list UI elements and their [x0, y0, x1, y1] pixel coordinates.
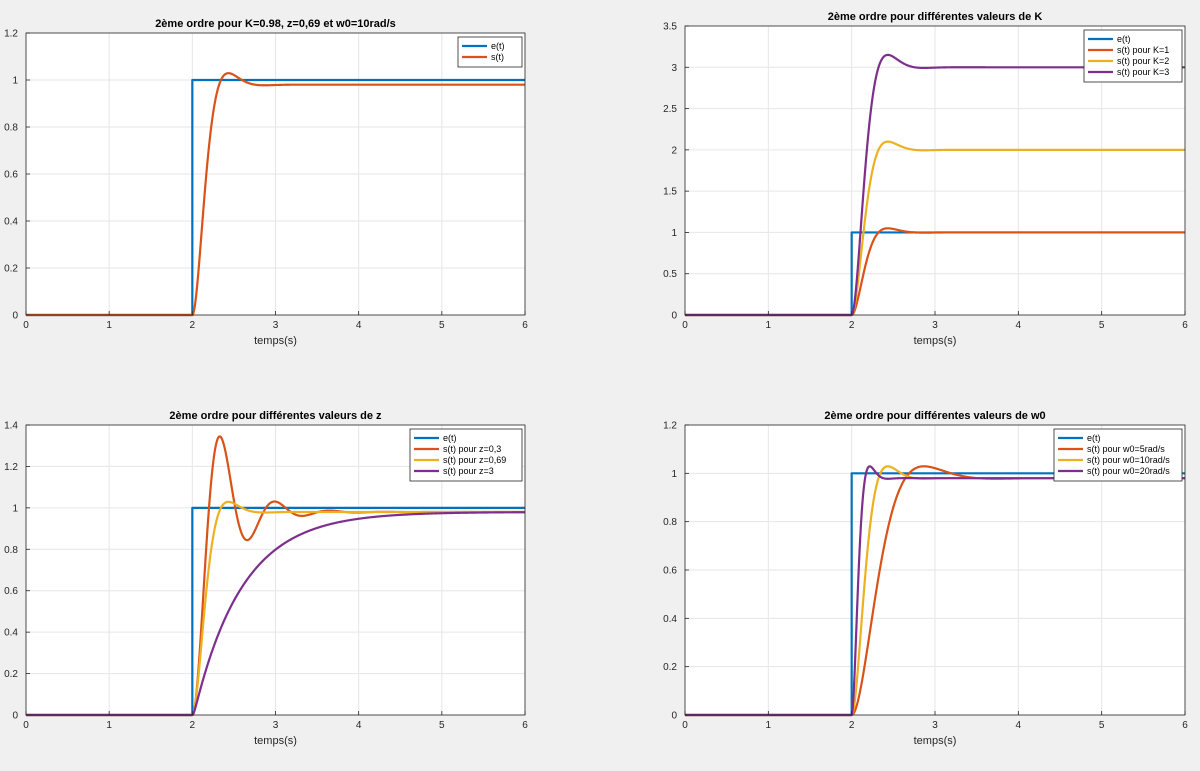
chart-panel-4: 0 1 2 3 4 5 6 0 0.2 0.4 0.6 0.8 1 1.2 2ème ordre pour … — [663, 410, 1188, 747]
chart-title: 2ème ordre pour différentes valeurs de K — [828, 11, 1043, 23]
legend-label: s(t) pour z=3 — [443, 466, 494, 476]
x-tick-label: 5 — [439, 320, 445, 331]
y-tick-label: 0.8 — [663, 517, 677, 528]
y-tick-label: 3.5 — [663, 22, 677, 33]
x-tick-label: 5 — [1099, 720, 1105, 731]
x-axis-label: temps(s) — [254, 335, 297, 347]
legend-label: e(t) — [1087, 433, 1101, 443]
x-tick-label: 2 — [849, 720, 855, 731]
x-tick-label: 4 — [356, 320, 362, 331]
x-tick-label: 1 — [766, 320, 772, 331]
y-tick-label: 0.6 — [663, 566, 677, 577]
legend-label: e(t) — [443, 433, 457, 443]
legend-box — [457, 36, 523, 68]
legend-label: s(t) pour K=1 — [1117, 45, 1169, 55]
y-tick-label: 0.4 — [4, 217, 18, 228]
legend-label: e(t) — [1117, 34, 1131, 44]
x-axis-label: temps(s) — [254, 735, 297, 747]
chart-title: 2ème ordre pour différentes valeurs de z — [169, 410, 382, 422]
x-tick-label: 3 — [932, 720, 938, 731]
legend-label: e(t) — [491, 41, 505, 51]
x-tick-label: 0 — [23, 320, 29, 331]
legend-label: s(t) — [491, 52, 504, 62]
x-axis-label: temps(s) — [914, 735, 957, 747]
legend-label: s(t) pour z=0,69 — [443, 455, 506, 465]
y-tick-label: 0 — [671, 311, 677, 322]
y-tick-label: 0.5 — [663, 269, 677, 280]
x-tick-label: 5 — [1099, 320, 1105, 331]
legend-label: s(t) pour w0=10rad/s — [1087, 455, 1170, 465]
chart-panel-2: 0 1 2 3 4 5 6 0 0.5 1 1.5 2 2.5 3 3.5 2ème ordre pour d… — [663, 11, 1188, 347]
legend-label: s(t) pour w0=5rad/s — [1087, 444, 1165, 454]
x-axis-label: temps(s) — [914, 335, 957, 347]
legend: e(t)s(t) — [457, 36, 523, 68]
chart-title: 2ème ordre pour K=0.98, z=0,69 et w0=10r… — [155, 18, 396, 30]
chart-panel-3: 0 1 2 3 4 5 6 0 0.2 0.4 0.6 0.8 1 1.2 1.4 2ème ordre po… — [4, 410, 528, 747]
y-tick-label: 0.4 — [663, 614, 677, 625]
y-tick-label: 1 — [12, 76, 18, 87]
y-tick-label: 1.5 — [663, 187, 677, 198]
y-tick-label: 0.8 — [4, 545, 18, 556]
x-tick-label: 4 — [1016, 320, 1022, 331]
y-tick-label: 0.6 — [4, 170, 18, 181]
chart-panel-1: 0 1 2 3 4 5 6 0 0.2 0.4 0.6 0.8 1 1.2 2ème ordre pour … — [4, 18, 528, 347]
y-tick-label: 0.2 — [4, 669, 18, 680]
legend-box — [1053, 428, 1183, 482]
y-tick-label: 0.4 — [4, 628, 18, 639]
y-tick-label: 0 — [671, 711, 677, 722]
y-tick-label: 1 — [671, 469, 677, 480]
x-tick-label: 6 — [1182, 720, 1188, 731]
x-tick-label: 2 — [190, 320, 196, 331]
y-tick-label: 1 — [671, 228, 677, 239]
x-tick-label: 3 — [273, 320, 279, 331]
x-tick-label: 1 — [766, 720, 772, 731]
y-tick-label: 1.2 — [663, 421, 677, 432]
x-tick-label: 2 — [849, 320, 855, 331]
x-tick-label: 4 — [1016, 720, 1022, 731]
legend-label: s(t) pour w0=20rad/s — [1087, 466, 1170, 476]
x-tick-label: 6 — [1182, 320, 1188, 331]
y-tick-label: 0 — [12, 311, 18, 322]
x-tick-label: 0 — [682, 720, 688, 731]
legend: e(t)s(t) pour K=1s(t) pour K=2s(t) pour … — [1083, 29, 1183, 83]
x-tick-label: 6 — [522, 720, 528, 731]
y-tick-label: 3 — [671, 63, 677, 74]
y-tick-label: 0 — [12, 711, 18, 722]
x-tick-label: 3 — [273, 720, 279, 731]
y-tick-label: 0.8 — [4, 123, 18, 134]
x-tick-label: 5 — [439, 720, 445, 731]
x-tick-label: 4 — [356, 720, 362, 731]
y-tick-label: 1 — [12, 503, 18, 514]
x-tick-label: 3 — [932, 320, 938, 331]
x-tick-label: 0 — [23, 720, 29, 731]
y-tick-label: 1.2 — [4, 462, 18, 473]
y-tick-label: 1.2 — [4, 29, 18, 40]
y-tick-label: 0.2 — [4, 264, 18, 275]
y-tick-label: 0.6 — [4, 586, 18, 597]
y-tick-label: 2.5 — [663, 104, 677, 115]
x-tick-label: 1 — [106, 720, 112, 731]
legend: e(t)s(t) pour w0=5rad/ss(t) pour w0=10ra… — [1053, 428, 1183, 482]
x-tick-label: 1 — [106, 320, 112, 331]
legend-label: s(t) pour K=2 — [1117, 56, 1169, 66]
y-tick-label: 0.2 — [663, 662, 677, 673]
y-tick-label: 1.4 — [4, 421, 18, 432]
legend: e(t)s(t) pour z=0,3s(t) pour z=0,69s(t) … — [409, 428, 523, 482]
x-tick-label: 6 — [522, 320, 528, 331]
x-tick-label: 0 — [682, 320, 688, 331]
legend-label: s(t) pour z=0,3 — [443, 444, 501, 454]
x-tick-label: 2 — [190, 720, 196, 731]
chart-title: 2ème ordre pour différentes valeurs de w… — [824, 410, 1045, 422]
legend-label: s(t) pour K=3 — [1117, 67, 1169, 77]
y-tick-label: 2 — [671, 145, 677, 156]
